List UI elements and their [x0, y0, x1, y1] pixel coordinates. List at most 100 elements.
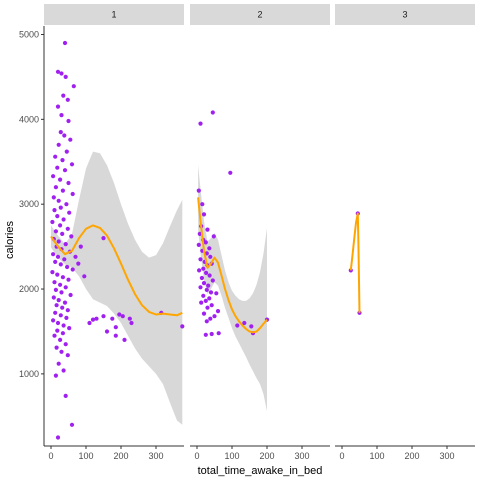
data-point: [58, 177, 63, 182]
data-point: [58, 262, 63, 267]
data-point: [53, 259, 58, 264]
data-point: [65, 226, 70, 231]
data-point: [50, 219, 55, 225]
data-point: [110, 316, 115, 321]
data-point: [180, 324, 185, 329]
data-point: [127, 316, 132, 321]
data-point: [55, 104, 61, 109]
data-point: [64, 202, 69, 207]
data-point: [65, 97, 70, 102]
data-point: [78, 244, 83, 249]
x-tick-label: 200: [259, 451, 274, 461]
data-point: [65, 264, 70, 270]
data-point: [66, 180, 71, 186]
data-point: [208, 254, 213, 259]
data-point: [210, 110, 215, 115]
confidence-ribbon: [198, 165, 267, 412]
data-point: [208, 316, 213, 321]
data-point: [53, 154, 58, 159]
smooth-line: [50, 224, 183, 317]
facet-strip: [190, 4, 330, 25]
data-point: [197, 268, 202, 273]
x-tick-label: 100: [224, 451, 239, 461]
data-point: [59, 290, 64, 295]
data-point: [58, 205, 63, 210]
data-point: [60, 331, 65, 336]
data-point: [204, 319, 209, 324]
data-point: [70, 191, 75, 197]
data-point: [129, 320, 134, 326]
data-point: [55, 254, 61, 259]
data-point: [52, 280, 57, 285]
data-point: [113, 325, 118, 330]
facet-panel-3: 3 0 100 200 300: [335, 4, 475, 461]
data-point: [58, 337, 63, 342]
x-tick-label: 300: [148, 451, 163, 461]
data-point: [56, 142, 61, 147]
data-point: [56, 361, 61, 366]
data-point: [60, 158, 65, 163]
x-tick-label: 300: [294, 451, 309, 461]
data-point: [53, 185, 59, 190]
data-point: [199, 275, 204, 281]
data-point: [215, 309, 221, 314]
data-point: [61, 93, 66, 98]
data-point: [52, 333, 57, 338]
data-point: [206, 283, 211, 288]
x-tick-label: 0: [194, 451, 199, 461]
data-point: [55, 328, 60, 333]
data-point: [51, 174, 56, 179]
smooth-line: [349, 212, 361, 313]
data-point: [50, 270, 55, 275]
x-tick-label: 300: [439, 451, 454, 461]
data-point: [59, 349, 64, 354]
facet-strip-label: 3: [402, 10, 407, 20]
data-point: [53, 310, 58, 315]
y-tick-label: 2000: [19, 284, 39, 294]
data-point: [204, 287, 209, 292]
data-point: [69, 422, 75, 427]
data-point: [249, 324, 254, 329]
data-point: [55, 435, 61, 440]
data-point: [55, 320, 61, 326]
data-point: [56, 198, 61, 203]
data-point: [228, 170, 233, 175]
data-point: [212, 314, 217, 319]
data-point: [55, 69, 61, 74]
data-point: [117, 312, 122, 317]
data-point: [82, 274, 87, 279]
data-point: [207, 296, 212, 301]
data-point: [76, 261, 81, 266]
data-point: [59, 113, 64, 118]
data-point: [198, 257, 203, 262]
data-point: [209, 331, 214, 337]
data-point: [55, 165, 60, 170]
facet-strip: [335, 4, 475, 25]
data-point: [53, 373, 59, 378]
data-point: [94, 316, 99, 321]
data-point: [198, 121, 203, 126]
data-point: [214, 291, 219, 296]
data-point: [64, 149, 69, 154]
data-point: [55, 214, 60, 219]
data-point: [63, 393, 68, 398]
data-point: [56, 239, 61, 244]
data-point: [203, 332, 208, 337]
data-point: [65, 308, 70, 313]
y-tick-label: 3000: [19, 199, 39, 209]
data-point: [66, 277, 71, 282]
data-point: [196, 188, 201, 193]
data-point: [67, 326, 72, 331]
data-point: [62, 257, 67, 262]
data-point: [209, 303, 214, 308]
data-point: [63, 74, 68, 79]
data-point: [73, 254, 78, 259]
data-point: [53, 287, 59, 292]
y-tick-label: 4000: [19, 114, 39, 124]
data-point: [64, 315, 69, 320]
y-axis-title: calories: [4, 221, 16, 259]
data-point: [55, 272, 60, 277]
data-point: [101, 236, 106, 241]
data-point: [61, 217, 66, 222]
